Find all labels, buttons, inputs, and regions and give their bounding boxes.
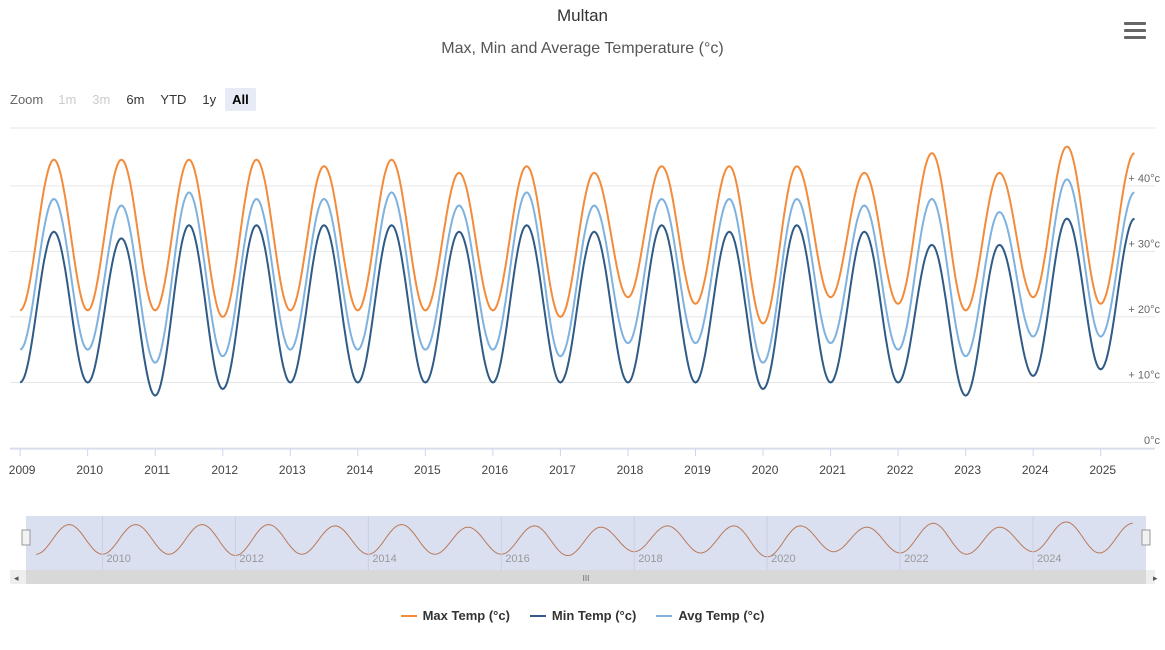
legend-item-min[interactable]: Min Temp (°c) [529, 608, 637, 623]
legend-min-line-icon [529, 614, 546, 617]
x-tick-label: 2023 [954, 463, 981, 477]
legend-max-line-icon [400, 614, 417, 617]
y-tick-label: + 40°c [1128, 173, 1160, 185]
x-tick-label: 2022 [887, 463, 914, 477]
y-tick-label: + 10°c [1128, 369, 1160, 381]
y-tick-label: 0°c [1144, 435, 1161, 447]
x-tick-label: 2024 [1022, 463, 1049, 477]
x-tick-label: 2025 [1089, 463, 1116, 477]
x-tick-label: 2019 [684, 463, 711, 477]
navigator-right-handle[interactable] [1141, 529, 1151, 546]
zoom-all-button[interactable]: All [225, 87, 256, 111]
grid-lines [10, 185, 1155, 449]
navigator-x-label: 2020 [771, 553, 795, 565]
zoom-label: Zoom [10, 91, 44, 107]
series-avg-temp-line [19, 178, 1135, 364]
x-axis: 2009 2010 2011 2012 2013 2014 2015 2016 2017 2018… [9, 448, 1155, 477]
x-tick-label: 2016 [482, 463, 509, 477]
x-tick-label: 2013 [279, 463, 306, 477]
navigator-x-label: 2012 [239, 553, 263, 565]
legend-min-label: Min Temp (°c) [551, 608, 637, 623]
temperature-chart: 2009 2010 2011 2012 2013 2014 2015 2016 2017 2018… [9, 127, 1160, 477]
scrollbar-thumb[interactable] [26, 570, 1146, 584]
series-max-temp-line [19, 145, 1135, 325]
x-tick-label: 2011 [144, 463, 170, 477]
navigator-x-label: 2016 [505, 553, 529, 565]
zoom-ytd-button[interactable]: YTD [160, 91, 187, 107]
zoom-selector: Zoom 1m 3m 6m YTD 1y All [10, 86, 258, 112]
legend-item-avg[interactable]: Avg Temp (°c) [656, 608, 764, 623]
navigator-x-label: 2014 [372, 553, 396, 565]
chart-title: Multan [556, 6, 609, 25]
x-tick-label: 2015 [414, 463, 441, 477]
x-tick-label: 2018 [617, 463, 644, 477]
scrollbar-grip: III [583, 574, 590, 583]
legend-avg-label: Avg Temp (°c) [678, 608, 765, 623]
series-min-temp-line [19, 217, 1135, 397]
legend-item-max[interactable]: Max Temp (°c) [400, 608, 510, 623]
navigator-mask [26, 516, 1146, 570]
scrollbar-right-arrow[interactable]: ▸ [1153, 573, 1158, 583]
x-tick-label: 2020 [752, 463, 779, 477]
zoom-3m-button[interactable]: 3m [92, 91, 111, 107]
x-tick-label: 2014 [346, 463, 373, 477]
scrollbar-left-arrow[interactable]: ◂ [14, 573, 19, 583]
chart-subtitle: Max, Min and Average Temperature (°c) [441, 40, 724, 57]
y-tick-label: + 30°c [1128, 238, 1160, 250]
series-layer [19, 145, 1135, 397]
navigator: 2010 2012 2014 2016 2018 2020 2022 2024 ◂ ▸ III [10, 516, 1158, 584]
x-tick-label: 2010 [76, 463, 103, 477]
navigator-x-label: 2010 [106, 553, 130, 565]
navigator-x-label: 2022 [904, 553, 928, 565]
navigator-line [35, 521, 1133, 558]
hamburger-menu-icon[interactable] [1124, 22, 1146, 42]
navigator-x-label: 2024 [1037, 553, 1061, 565]
legend-max-label: Max Temp (°c) [422, 608, 510, 623]
x-tick-label: 2017 [549, 463, 576, 477]
navigator-series [35, 521, 1133, 558]
zoom-1y-button[interactable]: 1y [202, 91, 217, 107]
y-axis: 0°c + 10°c + 20°c + 30°c + 40°c [1128, 173, 1160, 447]
legend-avg-line-icon [656, 614, 673, 617]
navigator-x-label: 2018 [638, 553, 662, 565]
navigator-left-handle[interactable] [21, 529, 31, 546]
y-tick-label: + 20°c [1128, 304, 1160, 316]
x-tick-label: 2009 [9, 463, 36, 477]
zoom-6m-button[interactable]: 6m [126, 91, 145, 107]
zoom-1m-button[interactable]: 1m [58, 91, 77, 107]
x-tick-label: 2012 [211, 463, 238, 477]
navigator-x-labels: 2010 2012 2014 2016 2018 2020 2022 2024 [101, 516, 1061, 570]
x-tick-label: 2021 [819, 463, 846, 477]
chart-legend: Max Temp (°c) Min Temp (°c) Avg Temp (°c… [0, 608, 1165, 623]
